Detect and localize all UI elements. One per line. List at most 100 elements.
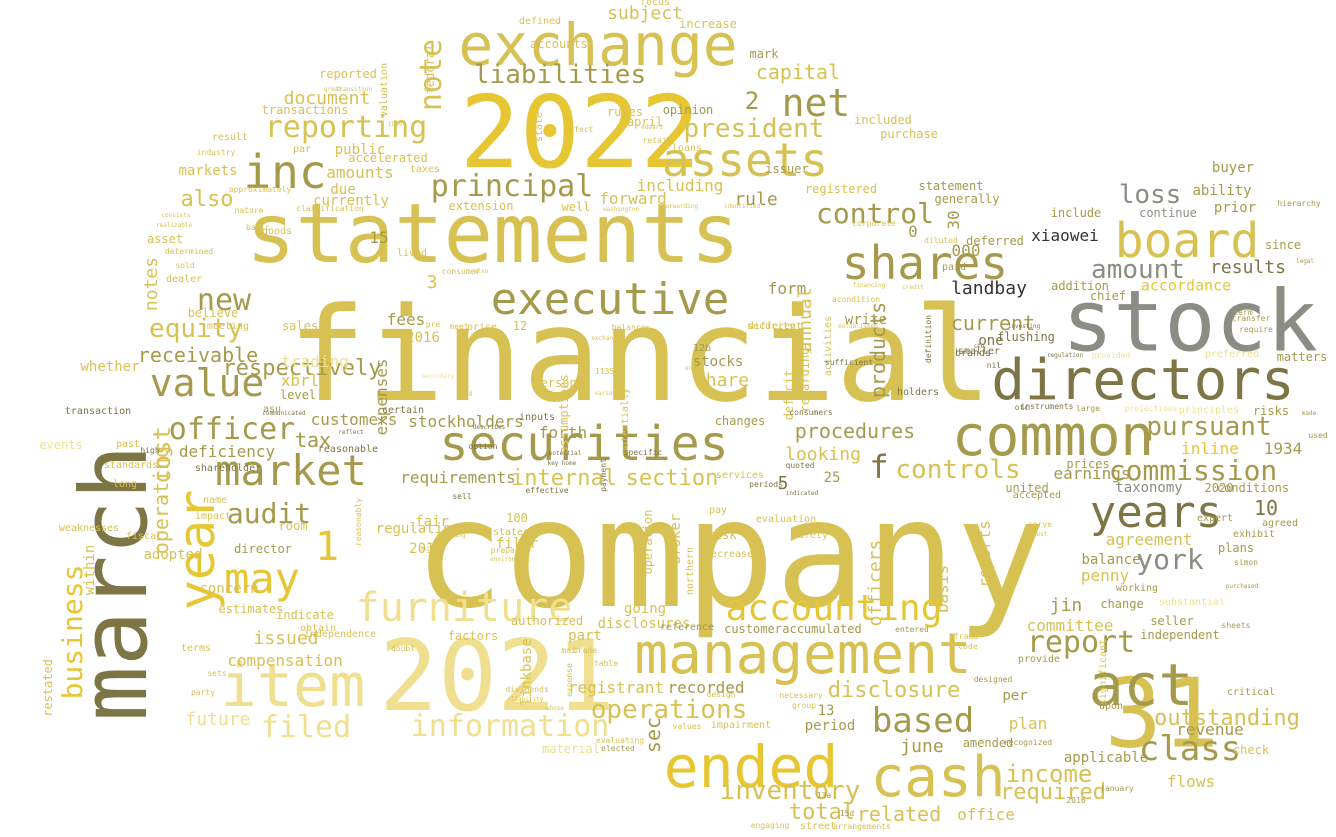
word-fraud: fraud [953,632,979,641]
word-increase: increase [679,17,737,31]
word-31: 31 [1104,659,1220,770]
word-whether: whether [80,359,140,375]
word-serve: serve [1027,520,1053,529]
word-rule: rule [734,189,778,210]
word-acondition: acondition [831,295,881,304]
word-part: part [568,628,602,644]
word-form: form [767,279,807,298]
word-controls: controls [895,455,1021,485]
word-years: years [1089,487,1223,538]
word-provided: provided [1091,351,1131,360]
word-periods: periods [749,480,783,489]
word-believe: believe [187,306,239,320]
word-loss: loss [1118,180,1182,210]
word-well: well [561,200,591,214]
word-11354: 11354 [594,367,620,376]
word-deferred: deferred [966,234,1024,248]
word-price: price [466,322,498,333]
word-cash: cash [870,745,1006,810]
word-prior: prior [1213,200,1257,216]
word-dealer: dealer [165,274,203,285]
word-whose: whose [545,705,565,712]
word-recorded: recorded [667,678,745,697]
word-amounts: amounts [326,163,394,182]
word-market: market [215,446,367,495]
word-risk: risk [707,528,737,542]
word-risks: risks [1252,404,1290,418]
word-include: include [1050,206,1102,220]
word-changes: changes [714,414,766,428]
word-included: included [854,113,912,127]
word-internal: internal [511,466,617,491]
word-brands: brands [954,348,992,359]
word-realizable: realizable [155,222,193,229]
word-code: code [958,642,978,651]
word-shares: shares [841,236,1009,290]
word-approximately: approximately [228,185,292,194]
word-amount: amount [1091,255,1185,285]
word-purchase: purchase [880,127,938,141]
word-potential: potential [548,450,582,457]
word-statements: statements [246,187,740,282]
word-office: office [957,805,1015,824]
word-officers: officers [865,539,886,627]
word-item: item [220,651,366,721]
word-identified: identified [723,203,761,210]
word-loans: loans [671,143,703,154]
word-financing: financing [852,282,886,289]
word-class: class [1138,729,1242,769]
word-used: used [1308,431,1328,440]
word-balances: balances [611,323,651,332]
word-asu: asu [262,404,282,415]
word-liability: liability [510,696,544,703]
word-york: york [1136,543,1204,576]
word-management: management [634,622,972,687]
word-document: document [283,88,371,109]
word-board: board [1114,213,1260,269]
word-may: may [224,554,300,603]
word-inventory: inventory [719,776,861,806]
word-expense: expense [565,663,574,697]
word-2021: 2021 [378,620,616,734]
word-30: 30 [944,210,963,230]
word-conditions: conditions [1216,481,1290,495]
word-high: high [140,446,160,455]
word-result: result [211,132,249,143]
word-key: key [547,460,559,467]
word-sell: sell [452,492,472,501]
word-5: 5 [777,473,789,494]
word-united: united [1005,481,1049,495]
word-reasonably: reasonably [354,497,363,547]
word-annual: annual [795,287,816,353]
word-mark: mark [749,47,779,61]
word-current: current [950,311,1036,335]
word-consumer: consumer [441,267,481,276]
word-jin: jin [1049,595,1083,616]
word-extension: extension [448,199,514,213]
word-plan: plan [1008,714,1048,733]
word-within: within [82,544,98,596]
word-established: established [838,323,878,330]
word-assumptions: assumptions [557,374,571,454]
word-bad: bad [461,391,473,398]
word-agreed: agreed [1261,518,1299,529]
word-retail: retail [642,136,672,145]
word-2016: 2016 [406,330,440,346]
word-pursuant: pursuant [1146,412,1272,442]
word-liabilities: liabilities [473,60,647,90]
word-classification: classification [296,204,364,213]
word-information: information [410,709,610,744]
word-weaknesses: weaknesses [58,523,120,534]
word-instruments: instruments [1020,402,1074,411]
word-elected: elected [601,744,635,753]
word-3: 3 [426,272,438,293]
word-person: person [533,376,577,390]
word-committee: committee [1026,616,1114,635]
word-require: require [1239,325,1273,334]
word-option: option [468,442,498,451]
word-values: values [672,722,702,731]
word-taxes: taxes [409,164,441,175]
word-expenses: expenses [372,358,391,436]
word-2022: 2022 [459,74,701,191]
word-engaging: engaging [750,821,790,830]
